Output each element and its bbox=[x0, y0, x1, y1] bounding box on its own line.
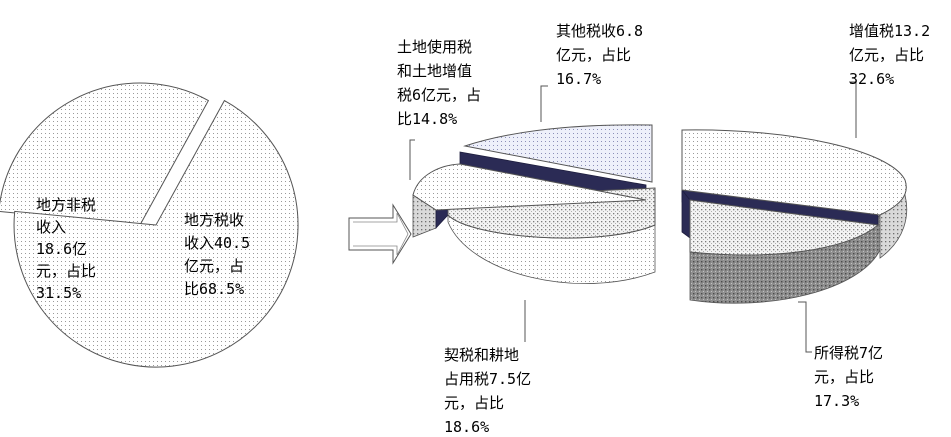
arrow-inner-line bbox=[353, 212, 409, 256]
right-pie bbox=[409, 81, 908, 353]
label-line: 16.7% bbox=[556, 70, 601, 88]
slice-label-income-tax: 所得税7亿元，占比 17.3% bbox=[814, 344, 883, 410]
label-line: 所得税7亿 bbox=[814, 344, 883, 362]
leader-line bbox=[540, 85, 548, 122]
label-line: 地方税收 bbox=[184, 211, 244, 229]
label-line: 地方非税 bbox=[36, 196, 96, 214]
leader-line bbox=[409, 139, 415, 180]
label-line: 元，占比 bbox=[814, 368, 874, 386]
label-line: 占用税7.5亿 bbox=[444, 370, 531, 388]
label-line: 亿元，占 bbox=[184, 257, 244, 275]
label-line: 和土地增值 bbox=[397, 62, 472, 80]
slice-top-income-tax bbox=[689, 199, 880, 256]
slice-top-land-tax bbox=[412, 163, 647, 211]
slice-label-other-tax: 其他税收6.8 亿元，占比 16.7% bbox=[556, 22, 643, 88]
label-line: 18.6亿 bbox=[36, 240, 87, 258]
label-line: 收入 bbox=[36, 218, 66, 236]
leader-line bbox=[849, 81, 857, 138]
arrow-icon bbox=[348, 203, 412, 265]
slice-label-deed-tax: 契税和耕地占用税7.5亿元，占比 18.6% bbox=[444, 346, 531, 436]
slice-label-tax-revenue: 地方税收收入40.5 亿元，占比68.5% bbox=[184, 211, 250, 298]
slice-label-vat: 增值税13.2 亿元，占比 32.6% bbox=[849, 22, 930, 88]
left-pie bbox=[0, 82, 299, 368]
label-line: 增值税13.2 bbox=[849, 22, 930, 40]
pie-slice bbox=[0, 82, 210, 226]
pie-slice bbox=[13, 99, 299, 368]
slice-top-other-tax bbox=[463, 124, 653, 183]
label-line: 税6亿元，占 bbox=[397, 86, 481, 104]
label-line: 18.6% bbox=[444, 418, 489, 436]
slice-label-land-tax: 土地使用税和土地增值税6亿元，占比14.8% bbox=[397, 38, 481, 128]
label-line: 元，占比 bbox=[36, 262, 96, 280]
label-line: 元，占比 bbox=[444, 394, 504, 412]
label-line: 其他税收6.8 bbox=[556, 22, 643, 40]
label-line: 亿元，占比 bbox=[849, 46, 924, 64]
leader-line bbox=[798, 301, 812, 353]
label-line: 契税和耕地 bbox=[444, 346, 519, 364]
label-line: 比14.8% bbox=[397, 110, 457, 128]
label-line: 17.3% bbox=[814, 392, 859, 410]
label-line: 比68.5% bbox=[184, 280, 244, 298]
slice-top-vat bbox=[681, 129, 907, 216]
slice-label-non-tax-revenue: 地方非税收入 18.6亿元，占比 31.5% bbox=[36, 196, 96, 302]
label-line: 土地使用税 bbox=[397, 38, 472, 56]
label-line: 亿元，占比 bbox=[556, 46, 631, 64]
label-line: 收入40.5 bbox=[184, 234, 250, 252]
label-line: 31.5% bbox=[36, 284, 81, 302]
label-line: 32.6% bbox=[849, 70, 894, 88]
